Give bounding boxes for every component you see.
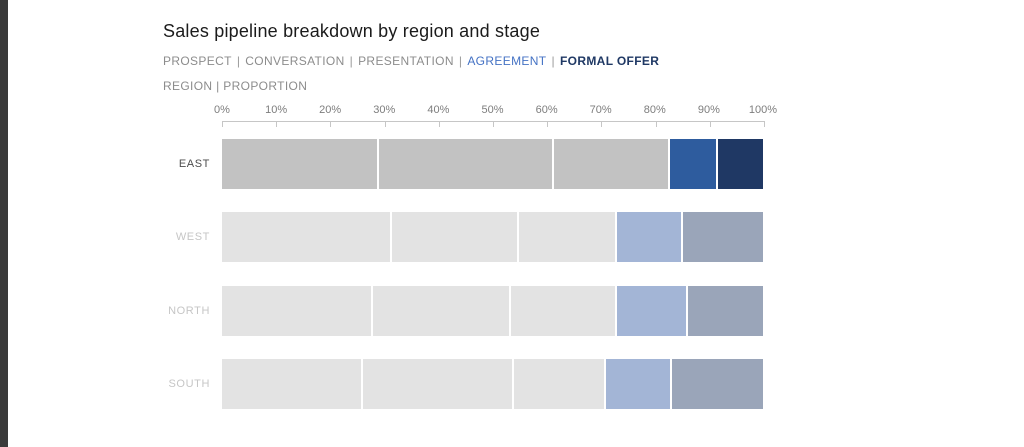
x-tick-label: 40% xyxy=(427,104,450,116)
bar-west xyxy=(222,212,763,262)
segment-south-prospect xyxy=(222,359,361,409)
x-tick-label: 80% xyxy=(643,104,666,116)
legend-item-presentation: PRESENTATION xyxy=(358,54,454,68)
segment-south-agreement xyxy=(606,359,671,409)
x-tick-label: 50% xyxy=(481,104,504,116)
region-row-east: EAST xyxy=(163,139,763,189)
legend-separator: | xyxy=(551,54,555,68)
segment-east-agreement xyxy=(670,139,716,189)
x-tick-mark xyxy=(547,121,549,127)
segment-north-conversation xyxy=(373,286,510,336)
x-tick-mark xyxy=(276,121,278,127)
segment-west-formal-offer xyxy=(683,212,763,262)
x-tick-label: 100% xyxy=(748,104,778,116)
x-tick-label: 10% xyxy=(265,104,288,116)
x-tick-mark xyxy=(655,121,657,127)
x-tick-mark xyxy=(601,121,603,127)
segment-north-presentation xyxy=(511,286,616,336)
row-label-south: SOUTH xyxy=(168,378,210,390)
row-label-north: NORTH xyxy=(168,305,210,317)
x-tick-label: 20% xyxy=(319,104,342,116)
x-tick-mark xyxy=(384,121,386,127)
x-tick-mark xyxy=(764,121,765,127)
segment-north-prospect xyxy=(222,286,372,336)
stage-legend: PROSPECT | CONVERSATION | PRESENTATION | AGREE… xyxy=(163,54,659,68)
x-tick-mark xyxy=(493,121,494,127)
segment-north-formal-offer xyxy=(688,286,764,336)
bar-east xyxy=(222,139,763,189)
chart-title: Sales pipeline breakdown by region and s… xyxy=(163,21,541,41)
x-tick-mark xyxy=(709,121,711,127)
x-tick-mark xyxy=(438,121,440,127)
segment-south-formal-offer xyxy=(672,359,763,409)
row-label-east: EAST xyxy=(178,158,210,170)
x-tick-mark xyxy=(330,121,332,127)
region-row-north: NORTH xyxy=(163,286,764,336)
x-axis-line xyxy=(222,121,765,127)
segment-west-prospect xyxy=(222,212,390,262)
segment-west-conversation xyxy=(391,212,518,262)
legend-item-prospect: PROSPECT xyxy=(163,54,232,68)
x-tick-label: 0% xyxy=(214,104,230,116)
legend-separator: | xyxy=(349,54,354,68)
bar-south xyxy=(222,359,763,409)
x-tick-label: 90% xyxy=(697,104,720,116)
segment-north-agreement xyxy=(617,286,687,336)
segment-east-formal-offer xyxy=(717,139,763,189)
left-edge-strip xyxy=(0,0,8,447)
region-row-west: WEST xyxy=(163,212,763,262)
segment-south-conversation xyxy=(362,359,512,409)
row-label-west: WEST xyxy=(175,231,210,243)
segment-east-prospect xyxy=(222,139,377,189)
axis-caption: REGION | PROPORTION xyxy=(163,79,308,93)
legend-separator: | xyxy=(236,54,241,68)
x-tick-label: 70% xyxy=(589,104,612,116)
segment-south-presentation xyxy=(513,359,605,409)
legend-item-conversation: CONVERSATION xyxy=(245,54,345,68)
legend-item-formal-offer: FORMAL OFFER xyxy=(559,54,660,68)
region-row-south: SOUTH xyxy=(163,359,763,409)
segment-west-presentation xyxy=(519,212,616,262)
x-tick-label: 30% xyxy=(373,104,396,116)
bar-north xyxy=(222,286,764,336)
segment-east-presentation xyxy=(553,139,669,189)
segment-east-conversation xyxy=(378,139,552,189)
x-axis-labels: 0% 10% 20% 30% 40% 50% 60% 70% 80% 90% 100% xyxy=(214,104,777,118)
legend-separator: | xyxy=(458,54,463,68)
legend-item-agreement: AGREEMENT xyxy=(467,54,547,68)
x-tick-label: 60% xyxy=(535,104,558,116)
x-tick-mark xyxy=(222,121,223,127)
segment-west-agreement xyxy=(617,212,682,262)
